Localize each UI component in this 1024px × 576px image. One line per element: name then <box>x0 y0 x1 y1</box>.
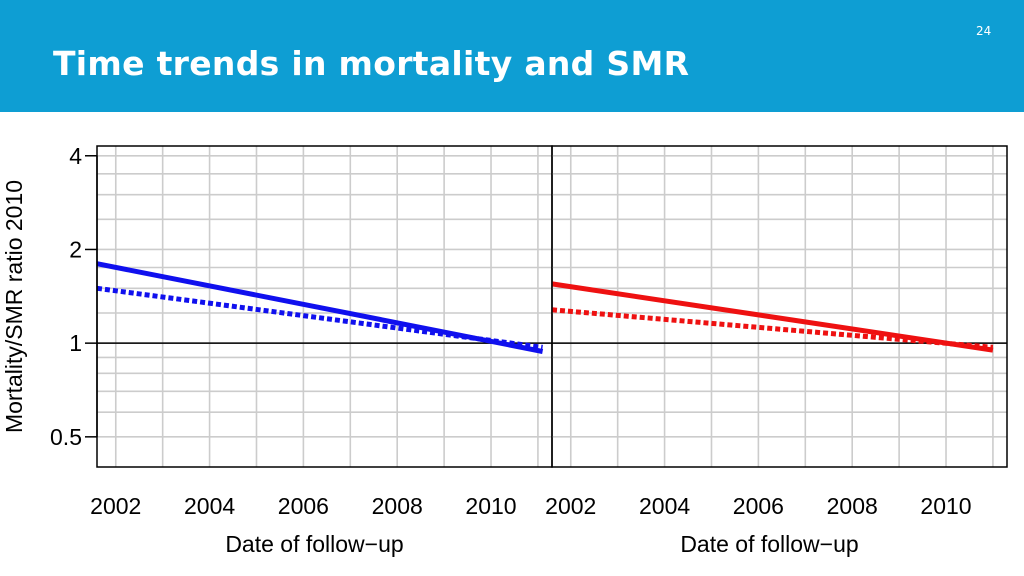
y-axis-title: Mortality/SMR ratio 2010 <box>1 180 27 433</box>
y-tick-label: 0.5 <box>50 424 82 450</box>
plot-frame <box>551 145 1008 468</box>
x-axis-title: Date of follow−up <box>225 531 403 557</box>
y-tick-label: 4 <box>69 143 82 169</box>
header-bar: Time trends in mortality and SMR 24 <box>0 0 1024 112</box>
series-line-solid <box>96 261 544 354</box>
x-tick-label: 2006 <box>733 493 784 519</box>
x-tick-label: 2008 <box>827 493 878 519</box>
y-tick-label: 1 <box>69 330 82 356</box>
x-tick-label: 2010 <box>465 493 516 519</box>
x-axis-title: Date of follow−up <box>680 531 858 557</box>
y-tick-label: 2 <box>69 236 82 262</box>
x-tick-label: 2004 <box>184 493 235 519</box>
slide-number: 24 <box>976 24 992 38</box>
x-tick-label: 2008 <box>372 493 423 519</box>
series-line-dotted <box>96 285 543 350</box>
slide-title: Time trends in mortality and SMR <box>53 44 690 83</box>
x-tick-label: 2004 <box>639 493 690 519</box>
x-tick-label: 2002 <box>545 493 596 519</box>
series-line-dotted <box>551 307 994 350</box>
x-tick-label: 2010 <box>920 493 971 519</box>
x-tick-label: 2006 <box>278 493 329 519</box>
x-tick-label: 2002 <box>90 493 141 519</box>
mortality-smr-chart: 2002 2004 2006 2008 2010 Date of follow−up 0.5… <box>1 143 1008 557</box>
